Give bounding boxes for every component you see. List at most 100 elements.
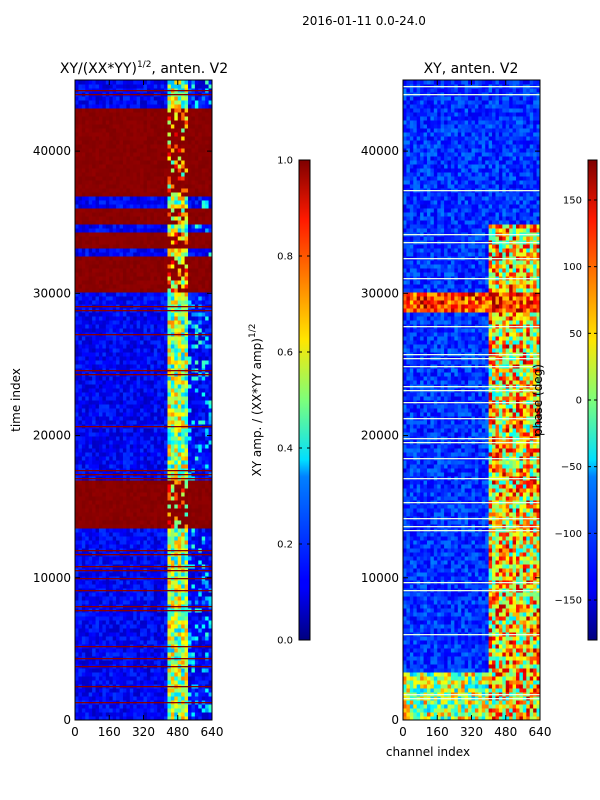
heatmap-cell [112,264,117,269]
heatmap-cell [191,620,196,625]
heatmap-cell [208,584,212,589]
heatmap-cell [198,400,203,405]
heatmap-cell [133,236,138,241]
heatmap-cell [119,620,124,625]
heatmap-cell [81,376,86,381]
heatmap-cell [133,692,138,697]
heatmap-cell [164,420,168,425]
heatmap-cell [78,316,83,321]
heatmap-cell [109,436,114,441]
heatmap-cell [78,524,83,529]
heatmap-cell [85,516,90,521]
heatmap-cell [92,432,97,437]
heatmap-cell [184,500,189,505]
heatmap-cell [160,392,165,397]
heatmap-cell [188,400,192,405]
heatmap-cell [102,252,107,257]
heatmap-cell [153,296,158,301]
heatmap-cell [129,312,134,317]
heatmap-cell [92,228,97,233]
heatmap-cell [170,356,175,361]
heatmap-cell [150,688,155,693]
heatmap-cell [181,632,186,637]
heatmap-cell [201,504,206,509]
heatmap-cell [177,436,182,441]
left-title-exp: 1/2 [137,60,151,70]
heatmap-cell [181,484,186,489]
heatmap-cell [146,528,151,533]
heatmap-cell [126,668,131,673]
heatmap-cell [205,532,210,537]
heatmap-cell [160,364,165,369]
heatmap-cell [81,696,86,701]
heatmap-cell [146,464,151,469]
heatmap-cell [98,648,103,653]
heatmap-cell [208,708,212,713]
heatmap-cell [150,668,155,673]
heatmap-cell [129,460,134,465]
heatmap-cell [98,668,103,673]
heatmap-cell [81,248,86,253]
heatmap-cell [198,600,203,605]
heatmap-cell [85,236,90,241]
heatmap-cell [105,492,110,497]
heatmap-cell [98,264,103,269]
heatmap-cell [126,600,131,605]
heatmap-cell [119,556,124,561]
heatmap-cell [105,480,110,485]
heatmap-cell [136,596,141,601]
heatmap-cell [119,520,124,525]
heatmap-cell [198,672,203,677]
heatmap-cell [81,580,86,585]
heatmap-cell [177,404,182,409]
heatmap-cell [177,704,182,709]
heatmap-cell [150,392,155,397]
heatmap-cell [160,256,165,261]
heatmap-cell [188,432,192,437]
heatmap-cell [198,268,203,273]
heatmap-cell [205,328,210,333]
heatmap-cell [170,300,175,305]
heatmap-cell [98,356,103,361]
heatmap-cell [129,256,134,261]
heatmap-cell [184,432,189,437]
heatmap-cell [98,348,103,353]
heatmap-cell [164,280,168,285]
heatmap-cell [85,580,90,585]
heatmap-cell [157,376,162,381]
heatmap-cell [133,336,138,341]
heatmap-cell [85,396,90,401]
heatmap-cell [133,392,138,397]
heatmap-cell [181,716,186,720]
heatmap-cell [75,488,79,493]
heatmap-cell [198,596,203,601]
heatmap-cell [102,504,107,509]
heatmap-cell [153,512,158,517]
heatmap-cell [133,508,138,513]
heatmap-cell [129,696,134,701]
heatmap-cell [78,628,83,633]
heatmap-cell [109,388,114,393]
heatmap-cell [105,532,110,537]
heatmap-cell [201,244,206,249]
heatmap-cell [78,344,83,349]
heatmap-cell [146,676,151,681]
heatmap-cell [92,384,97,389]
heatmap-cell [78,572,83,577]
heatmap-cell [119,612,124,617]
heatmap-cell [112,284,117,289]
heatmap-cell [140,344,144,349]
heatmap-cell [102,688,107,693]
heatmap-cell [191,544,196,549]
heatmap-cell [164,612,168,617]
heatmap-cell [170,584,175,589]
heatmap-cell [98,432,103,437]
heatmap-cell [201,416,206,421]
heatmap-cell [133,360,138,365]
heatmap-cell [95,268,100,273]
heatmap-cell [140,464,144,469]
heatmap-cell [75,696,79,701]
heatmap-cell [153,600,158,605]
heatmap-cell [136,288,141,293]
heatmap-cell [157,628,162,633]
